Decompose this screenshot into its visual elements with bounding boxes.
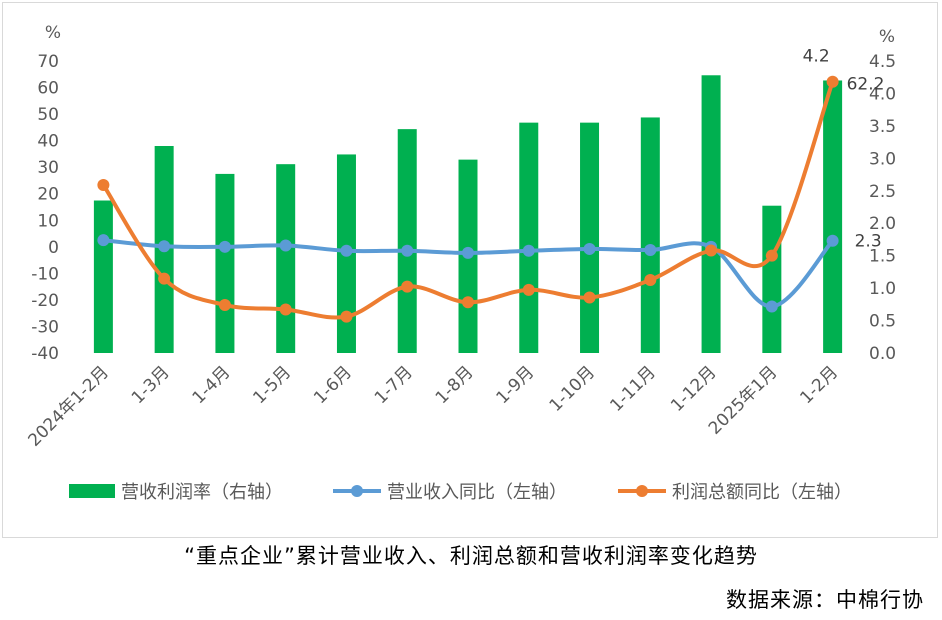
left-axis-unit: % — [45, 23, 61, 43]
line-point-1-6 — [462, 296, 474, 309]
data-label-profit-last: 62.2 — [847, 75, 885, 95]
x-axis-category-label: 1-4月 — [189, 362, 235, 408]
left-axis-tick: -30 — [31, 317, 59, 337]
line-point-0-0 — [97, 234, 110, 247]
left-axis-tick: -10 — [31, 264, 59, 284]
right-axis-tick: 1.5 — [869, 247, 896, 267]
left-axis-tick: 60 — [37, 79, 59, 99]
line-point-1-8 — [583, 291, 596, 304]
bar-10 — [701, 75, 721, 353]
bar-0 — [93, 200, 113, 353]
x-axis-category-label: 1-10月 — [546, 362, 599, 415]
line-point-0-4 — [340, 244, 353, 257]
x-axis-category-label: 1-5月 — [249, 362, 295, 408]
left-axis-tick: 0 — [48, 238, 59, 258]
bar-11 — [762, 205, 782, 353]
line-point-1-12 — [826, 75, 839, 88]
right-axis-tick: 3.5 — [869, 117, 896, 137]
legend-label-line-1: 利润总额同比（左轴） — [672, 482, 852, 503]
bar-2 — [215, 173, 235, 353]
right-axis-unit: % — [879, 27, 895, 47]
line-point-0-12 — [826, 234, 839, 247]
line-point-1-1 — [158, 272, 171, 285]
bar-3 — [276, 164, 296, 353]
line-point-1-0 — [97, 178, 110, 191]
data-label-revenue-last: 2.3 — [855, 232, 882, 252]
bar-8 — [580, 122, 600, 354]
line-point-1-10 — [705, 244, 718, 257]
bar-9 — [640, 117, 660, 353]
legend-marker-line-0 — [351, 485, 363, 497]
line-point-1-9 — [644, 274, 657, 286]
right-axis-tick: 0.0 — [869, 344, 896, 364]
line-point-1-7 — [522, 283, 535, 296]
line-point-1-4 — [340, 310, 353, 323]
line-point-0-8 — [583, 242, 596, 255]
right-axis-tick: 3.0 — [869, 149, 896, 169]
x-axis-category-label: 1-3月 — [128, 362, 174, 408]
line-point-1-11 — [765, 249, 778, 262]
line-point-0-7 — [522, 244, 535, 257]
x-axis-category-label: 1-11月 — [606, 362, 659, 415]
bar-5 — [397, 129, 417, 353]
left-axis-tick: 20 — [37, 185, 59, 205]
legend-label-line-0: 营业收入同比（左轴） — [387, 482, 567, 503]
line-point-0-9 — [644, 244, 657, 257]
left-axis-tick: -20 — [31, 291, 59, 311]
bar-layer — [93, 75, 843, 354]
x-axis-category-label: 1-6月 — [310, 362, 356, 408]
right-axis-tick: 0.5 — [869, 312, 896, 332]
legend: 营收利润率（右轴） 营业收入同比（左轴） 利润总额同比（左轴） — [69, 482, 852, 503]
right-axis-tick: 1.0 — [869, 279, 896, 299]
line-layer — [97, 75, 839, 323]
line-point-0-6 — [462, 246, 474, 259]
line-point-0-11 — [765, 300, 778, 313]
line-point-0-3 — [279, 239, 292, 252]
data-label-bar-last: 4.2 — [803, 46, 830, 66]
x-axis-category-label: 1-2月 — [796, 362, 842, 408]
x-axis-category-label: 1-9月 — [492, 362, 538, 408]
label-layer: 4.2 62.2 2.3 — [803, 46, 885, 251]
line-point-1-5 — [401, 280, 414, 293]
legend-marker-line-1 — [636, 485, 648, 497]
legend-swatch-bar — [69, 484, 115, 498]
x-axis-category-label: 1-12月 — [667, 362, 720, 415]
x-axis-category-label: 1-8月 — [432, 362, 478, 408]
chart-caption-source: 数据来源：中棉行协 — [726, 588, 924, 612]
left-axis-tick: 40 — [37, 132, 59, 152]
bar-12 — [823, 80, 843, 353]
left-axis-tick: 70 — [37, 52, 59, 72]
right-axis-tick: 4.0 — [869, 84, 896, 104]
x-axis-category-label: 2024年1-2月 — [25, 362, 113, 450]
line-point-0-1 — [158, 240, 171, 253]
line-point-0-5 — [401, 244, 414, 257]
legend-label-bar: 营收利润率（右轴） — [121, 482, 283, 503]
left-axis-tick: 30 — [37, 158, 59, 178]
bar-7 — [519, 122, 539, 354]
left-axis-tick: 50 — [37, 105, 59, 125]
chart-svg: % % 70 60 50 40 30 20 10 0 -10 -20 -30 -40 4.5 4.0 3.5 3.… — [25, 23, 897, 503]
line-point-0-2 — [218, 240, 231, 253]
line-point-1-2 — [218, 298, 231, 311]
left-axis-tick: -40 — [31, 344, 59, 364]
right-axis-tick: 4.5 — [869, 52, 896, 72]
line-point-1-3 — [279, 303, 292, 316]
left-axis-tick: 10 — [37, 211, 59, 231]
right-axis-tick: 2.0 — [869, 214, 896, 234]
chart-caption-title: “重点企业”累计营业收入、利润总额和营收利润率变化趋势 — [184, 544, 758, 568]
chart-frame: %% 70 60 50 40 30 20 10 0 -10 -20 -30 -40 4.5 4.0 3.5 3.… — [2, 2, 938, 538]
x-axis-category-label: 1-7月 — [371, 362, 417, 408]
right-axis-tick: 2.5 — [869, 182, 896, 202]
